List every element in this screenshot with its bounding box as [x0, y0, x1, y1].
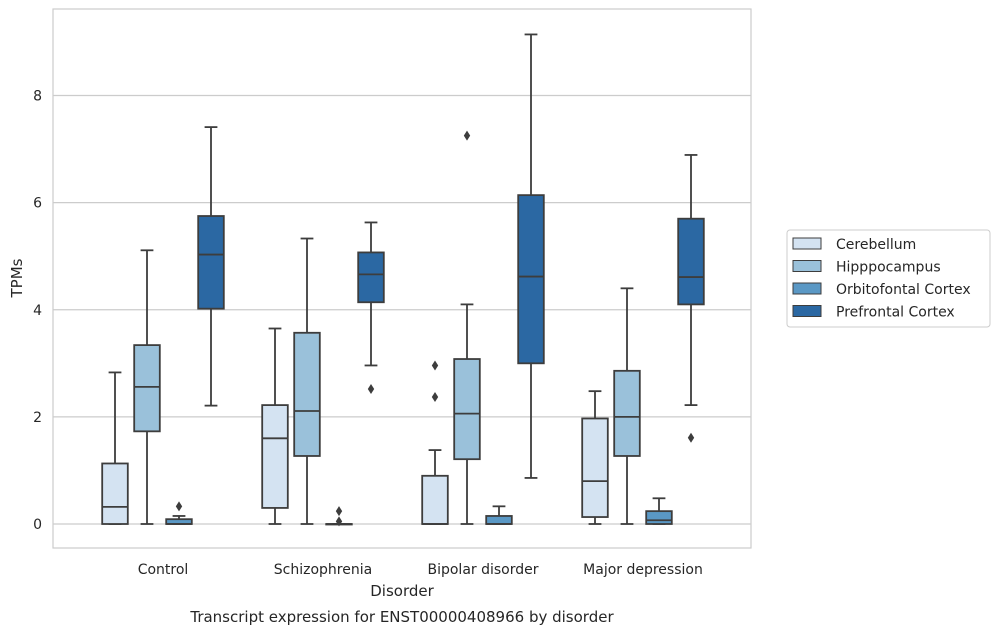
outlier-point — [367, 384, 375, 395]
outlier-point — [335, 506, 343, 517]
box — [421, 360, 449, 525]
box-body — [101, 462, 129, 525]
box — [165, 501, 193, 525]
box — [645, 497, 673, 525]
legend-label: Orbitofontal Cortex — [836, 282, 971, 298]
outlier-point — [687, 432, 695, 443]
box — [357, 221, 385, 395]
box — [677, 154, 705, 443]
plot-area-frame — [52, 8, 752, 549]
y-gridlines — [53, 94, 751, 525]
y-tick-label: 2 — [33, 410, 42, 426]
box — [133, 249, 161, 525]
box — [517, 33, 545, 479]
box — [293, 237, 321, 525]
y-tick-label: 6 — [33, 196, 42, 212]
outlier-point — [335, 516, 343, 527]
category-group — [101, 126, 225, 525]
x-tick-label: Major depression — [583, 562, 703, 578]
x-axis-ticks: Control Schizophrenia Bipolar disorder Majo… — [138, 562, 703, 578]
box-body — [645, 510, 673, 525]
x-tick-label: Schizophrenia — [274, 562, 372, 578]
x-axis-label: Disorder — [370, 582, 434, 600]
box — [197, 126, 225, 407]
box-body — [453, 358, 481, 461]
y-tick-label: 4 — [33, 303, 42, 319]
box-body — [133, 344, 161, 433]
legend-swatch — [792, 260, 822, 272]
legend-label: Cerebellum — [836, 237, 916, 253]
box — [261, 327, 289, 525]
outlier-point — [175, 501, 183, 512]
box — [485, 505, 513, 525]
box-body — [485, 515, 513, 525]
box-body — [357, 251, 385, 304]
category-group — [421, 33, 545, 525]
box-body — [613, 369, 641, 457]
box — [325, 506, 353, 527]
box — [101, 371, 129, 525]
box-body — [197, 215, 225, 310]
legend-label: Hipppocampus — [836, 260, 941, 276]
legend: Cerebellum Hipppocampus Orbitofontal Corte… — [786, 229, 991, 328]
x-tick-label: Bipolar disorder — [427, 562, 538, 578]
y-tick-label: 0 — [33, 517, 42, 533]
outlier-point — [463, 130, 471, 141]
outlier-point — [431, 392, 439, 403]
y-axis-label: TPMs — [8, 258, 26, 298]
legend-swatch — [792, 305, 822, 317]
legend-swatch — [792, 237, 822, 250]
box-body — [581, 417, 609, 518]
box-body — [421, 474, 449, 525]
y-axis-ticks: 0 2 4 6 8 — [33, 89, 42, 534]
box-body — [677, 217, 705, 306]
y-tick-label: 8 — [33, 89, 42, 105]
category-group — [261, 221, 385, 527]
legend-label: Prefrontal Cortex — [836, 305, 955, 321]
outlier-point — [431, 360, 439, 371]
legend-swatch — [792, 282, 822, 295]
chart-caption: Transcript expression for ENST0000040896… — [189, 608, 614, 626]
box — [453, 130, 481, 525]
legend-frame — [786, 229, 991, 328]
category-group — [581, 154, 705, 525]
x-tick-label: Control — [138, 562, 189, 578]
box-body — [517, 194, 545, 365]
box-body — [261, 404, 289, 509]
box-groups — [101, 33, 705, 527]
box — [613, 287, 641, 525]
box — [581, 390, 609, 525]
box-body — [293, 331, 321, 457]
